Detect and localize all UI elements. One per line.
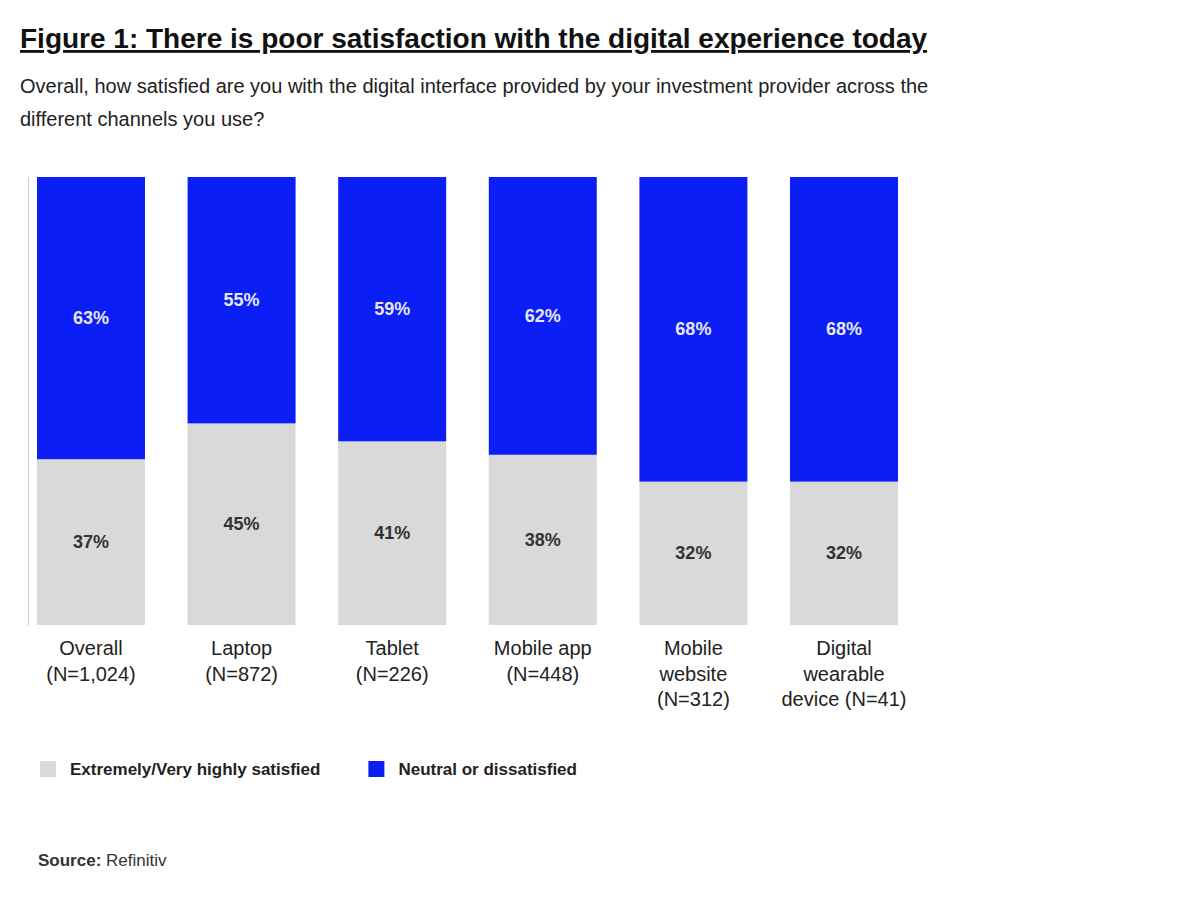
x-tick-label-line: Mobile app xyxy=(494,637,592,659)
x-tick-label-line: device (N=41) xyxy=(781,688,906,710)
subtitle: Overall, how satisfied are you with the … xyxy=(20,75,928,130)
x-tick-label-line: (N=448) xyxy=(506,663,579,685)
x-tick-label-line: website xyxy=(658,663,727,685)
legend-item: Neutral or dissatisfied xyxy=(368,760,577,779)
x-tick: Tablet (N=226) xyxy=(356,637,429,685)
bar-segment xyxy=(489,455,597,625)
subtitle-line: different channels you use? xyxy=(20,108,264,130)
bar-segment xyxy=(37,177,145,459)
legend-item: Extremely/Very highly satisfied xyxy=(40,760,320,779)
x-tick-label-line: Digital xyxy=(816,637,872,659)
bar-segment xyxy=(639,177,747,482)
chart: Figure 1: There is poor satisfaction wit… xyxy=(0,0,1200,900)
x-tick-label-line: (N=1,024) xyxy=(46,663,136,685)
bar-segment xyxy=(639,482,747,625)
data-label: 68% xyxy=(675,319,711,339)
data-label: 68% xyxy=(826,319,862,339)
x-tick-label-line: Tablet xyxy=(366,637,420,659)
data-label: 37% xyxy=(73,532,109,552)
bar-segment xyxy=(188,423,296,625)
x-tick-label: Laptop (N=872) xyxy=(205,637,278,685)
legend-label: Extremely/Very highly satisfied xyxy=(70,760,320,779)
x-tick-label-line: Mobile xyxy=(664,637,723,659)
x-tick-label-line: (N=226) xyxy=(356,663,429,685)
data-label: 32% xyxy=(826,543,862,563)
legend-label: Neutral or dissatisfied xyxy=(398,760,577,779)
x-tick-label-line: Laptop xyxy=(211,637,272,659)
bars xyxy=(37,177,898,625)
legend-swatch xyxy=(368,761,384,777)
subtitle-line: Overall, how satisfied are you with the … xyxy=(20,75,928,97)
x-tick-label: Mobile website (N=312) xyxy=(657,637,730,710)
data-label: 32% xyxy=(675,543,711,563)
title: Figure 1: There is poor satisfaction wit… xyxy=(20,23,928,54)
x-tick: Overall (N=1,024) xyxy=(46,637,136,685)
data-labels: 37% 45% 41% 38% 32% 32% 63% 55% 59% 62% 68% 68% xyxy=(73,290,862,563)
bar-segment xyxy=(489,177,597,455)
data-label: 55% xyxy=(224,290,260,310)
data-label: 45% xyxy=(224,514,260,534)
y-axis-line xyxy=(28,178,29,626)
bar-segment xyxy=(790,177,898,482)
x-tick-label-line: (N=312) xyxy=(657,688,730,710)
x-tick: Laptop (N=872) xyxy=(205,637,278,685)
x-tick-label: Overall (N=1,024) xyxy=(46,637,136,685)
source-prefix: Source: xyxy=(38,851,106,870)
x-tick: Digital wearable device (N=41) xyxy=(781,637,906,710)
legend: Extremely/Very highly satisfied Neutral o… xyxy=(40,760,577,779)
x-tick-label-line: (N=872) xyxy=(205,663,278,685)
x-tick: Mobile app (N=448) xyxy=(494,637,592,685)
bar-segment xyxy=(790,482,898,625)
data-label: 41% xyxy=(374,523,410,543)
source: Source: Refinitiv xyxy=(38,851,167,870)
data-label: 59% xyxy=(374,299,410,319)
source-name: Refinitiv xyxy=(106,851,167,870)
x-tick: Mobile website (N=312) xyxy=(657,637,730,710)
bar-segment xyxy=(338,177,446,441)
x-tick-label: Tablet (N=226) xyxy=(356,637,429,685)
bar-segment xyxy=(37,459,145,625)
legend-swatch xyxy=(40,761,56,777)
x-tick-label: Mobile app (N=448) xyxy=(494,637,592,685)
bar-segment xyxy=(188,177,296,423)
data-label: 62% xyxy=(525,306,561,326)
bar-segment xyxy=(338,441,446,625)
x-tick-label-line: wearable xyxy=(802,663,884,685)
y-axis xyxy=(28,178,29,626)
x-axis: Overall (N=1,024) Laptop (N=872) Tablet (N=22… xyxy=(46,637,906,710)
data-label: 38% xyxy=(525,530,561,550)
data-label: 63% xyxy=(73,308,109,328)
x-tick-label: Digital wearable device (N=41) xyxy=(781,637,906,710)
x-tick-label-line: Overall xyxy=(59,637,122,659)
